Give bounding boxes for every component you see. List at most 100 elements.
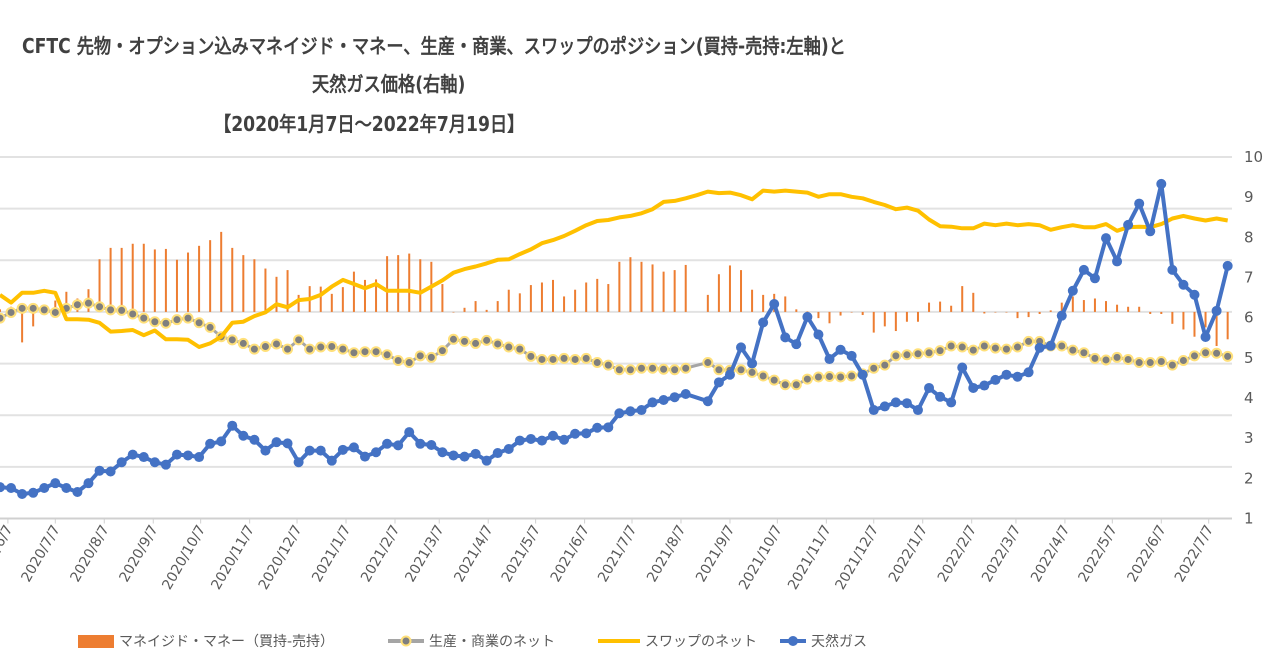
x-tick-label: 2022/2/7: [935, 523, 980, 585]
bar-managed-money: [65, 291, 68, 312]
point-natural-gas: [1222, 260, 1233, 271]
point-producer: [1200, 347, 1212, 359]
bar-managed-money: [131, 243, 134, 312]
point-producer: [348, 347, 360, 359]
point-natural-gas: [1023, 367, 1034, 378]
point-producer: [193, 317, 205, 329]
point-producer: [1222, 350, 1234, 362]
point-producer: [94, 301, 106, 313]
point-natural-gas: [304, 445, 315, 456]
bar-managed-money: [1138, 306, 1141, 312]
point-natural-gas: [404, 427, 415, 438]
bar-managed-money: [32, 311, 35, 327]
point-producer: [204, 321, 216, 333]
point-natural-gas: [1034, 342, 1045, 353]
point-producer: [1144, 357, 1156, 369]
x-tick-label: 2021/6/7: [548, 523, 593, 585]
point-producer: [16, 302, 28, 314]
bar-managed-money: [1226, 311, 1229, 340]
point-producer: [5, 306, 17, 318]
bar-managed-money: [684, 264, 687, 312]
point-producer: [282, 343, 294, 355]
bar-managed-money: [408, 253, 411, 312]
bar-managed-money: [297, 294, 300, 312]
x-tick-label: 2021/8/7: [644, 523, 689, 585]
point-producer: [613, 364, 625, 376]
point-natural-gas: [846, 350, 857, 361]
point-natural-gas: [393, 440, 404, 451]
point-natural-gas: [1200, 331, 1211, 342]
point-producer: [127, 308, 139, 320]
bar-managed-money: [784, 296, 787, 312]
point-natural-gas: [282, 438, 293, 449]
point-natural-gas: [824, 354, 835, 365]
bar-managed-money: [872, 311, 875, 333]
point-natural-gas: [658, 395, 669, 406]
x-tick-label: 2022/6/7: [1124, 523, 1169, 585]
point-natural-gas: [702, 396, 713, 407]
point-natural-gas: [548, 430, 558, 441]
point-producer: [824, 370, 835, 382]
chart-title-line3: 【2020年1月7日～2022年7月19日】: [214, 112, 525, 136]
point-producer: [49, 306, 61, 318]
point-natural-gas: [802, 311, 813, 322]
point-producer: [1188, 350, 1200, 362]
x-tick-label: 2022/4/7: [1028, 523, 1073, 585]
point-producer: [403, 357, 415, 369]
point-natural-gas: [581, 428, 592, 439]
point-natural-gas: [503, 444, 514, 455]
point-natural-gas: [680, 388, 691, 399]
point-natural-gas: [1123, 219, 1134, 230]
bar-managed-money: [120, 247, 123, 312]
bar-managed-money: [1082, 300, 1085, 312]
bar-managed-money: [209, 240, 212, 312]
bar-managed-money: [839, 311, 842, 316]
point-natural-gas: [116, 457, 127, 468]
bar-managed-money: [419, 259, 422, 312]
point-producer: [171, 314, 183, 326]
point-natural-gas: [28, 487, 39, 498]
bar-managed-money: [905, 311, 908, 322]
point-natural-gas: [835, 344, 846, 355]
x-tick-label: 2020/9/7: [116, 523, 161, 585]
point-natural-gas: [171, 449, 182, 460]
right-axis-tick-label: 2: [1244, 469, 1254, 487]
bar-managed-money: [596, 278, 599, 312]
gray-line-marker-icon: [388, 635, 424, 647]
bar-managed-money: [474, 301, 477, 312]
point-producer: [746, 366, 758, 378]
point-natural-gas: [1167, 264, 1178, 275]
point-producer: [602, 359, 614, 371]
point-natural-gas: [437, 447, 448, 458]
point-natural-gas: [570, 428, 581, 439]
chart-title-line1: CFTC 先物・オプション込みマネイジド・マネー、生産・商業、スワップのポジショ…: [22, 34, 846, 58]
point-natural-gas: [724, 369, 735, 380]
bar-managed-money: [1105, 301, 1107, 312]
point-producer: [735, 364, 747, 376]
x-tick-label: 2022/3/7: [979, 523, 1024, 585]
bar-managed-money: [1193, 311, 1196, 337]
point-producer: [315, 341, 327, 353]
point-natural-gas: [713, 377, 724, 388]
x-tick-label: 2021/1/7: [309, 523, 354, 585]
series-lines: [0, 178, 1234, 499]
point-natural-gas: [315, 445, 326, 456]
point-producer: [912, 348, 924, 360]
bar-managed-money: [585, 282, 588, 312]
bar-managed-money: [1182, 311, 1185, 330]
point-natural-gas: [293, 457, 304, 468]
legend-label: スワップのネット: [645, 634, 757, 650]
point-producer: [558, 352, 570, 364]
point-producer: [1177, 354, 1189, 366]
point-producer: [337, 343, 349, 355]
bar-managed-money: [950, 305, 953, 312]
bar-managed-money: [673, 270, 676, 312]
point-natural-gas: [990, 374, 1001, 385]
gridlines: [0, 156, 1232, 520]
point-natural-gas: [946, 397, 957, 408]
x-tick-label: 2021/10/7: [736, 523, 786, 593]
point-producer: [801, 373, 813, 385]
bar-managed-money: [928, 302, 931, 312]
point-natural-gas: [1067, 285, 1078, 296]
point-producer: [182, 312, 194, 324]
